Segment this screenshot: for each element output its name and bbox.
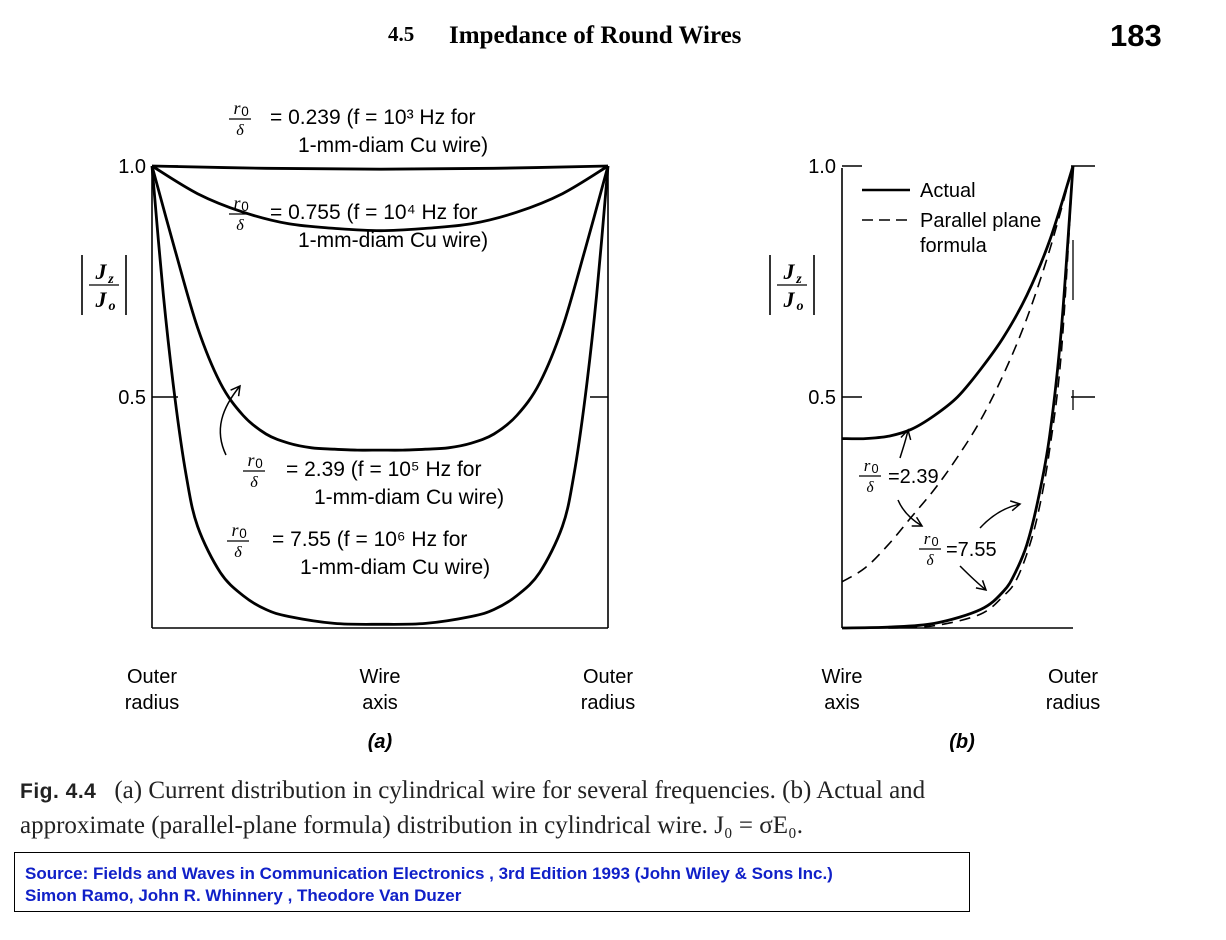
annotation-ratio-0: r 0 δ [859, 456, 881, 496]
curve-r239 [150, 165, 610, 452]
panel-label-a: (a) [368, 731, 393, 753]
curve-actual_239 [841, 165, 1075, 441]
source-box: Source: Fields and Waves in Communicatio… [14, 852, 970, 912]
svg-text:δ: δ [866, 479, 874, 496]
xlabel-1-0: Wire [359, 666, 400, 688]
xlabel-b-1-1: radius [1046, 692, 1100, 714]
label-r239-1: = 2.39 (f = 10⁵ Hz for [286, 458, 481, 481]
arrow-r239 [219, 384, 241, 456]
xlabel-b-0-0: Wire [821, 666, 862, 688]
svg-text:δ: δ [236, 121, 244, 139]
svg-text:0: 0 [239, 526, 247, 541]
xlabel-b-0-1: axis [824, 692, 860, 714]
svg-text:0: 0 [255, 456, 263, 471]
svg-text:J: J [783, 259, 796, 284]
legend: Actual Parallel plane formula [862, 180, 1041, 257]
legend-label-1-1: formula [920, 235, 988, 257]
annotation-text-0: =2.39 [888, 466, 939, 488]
ratio-r0755: r 0 δ [229, 193, 251, 234]
svg-text:0: 0 [931, 534, 938, 549]
svg-text:0: 0 [241, 104, 249, 119]
source-line-1: Source: Fields and Waves in Communicatio… [25, 864, 833, 883]
svg-text:r: r [233, 193, 241, 213]
xlabel-0-1: radius [125, 692, 179, 714]
legend-label-1-0: Parallel plane [920, 210, 1041, 232]
ytick-b-label-0: 1.0 [808, 156, 836, 178]
source-line-2: Simon Ramo, John R. Whinnery , Theodore … [25, 886, 462, 905]
curve-approx_239 [841, 165, 1074, 583]
xlabel-1-1: axis [362, 692, 398, 714]
label-r755-2: 1-mm-diam Cu wire) [300, 556, 490, 579]
ytick-b-label-1: 0.5 [808, 387, 836, 409]
curve-r755 [150, 165, 610, 626]
svg-text:z: z [107, 272, 114, 287]
xlabel-2-1: radius [581, 692, 635, 714]
xlabel-2-0: Outer [583, 666, 633, 688]
arrow-b-755-down [959, 565, 988, 592]
ratio-r755: r 0 δ [227, 520, 249, 561]
arrow-b-239-down [897, 499, 924, 527]
panel-a: 1.0 0.5 J zJ o Outer radius Wire axis Outer radius… [81, 98, 635, 753]
svg-text:o: o [109, 299, 116, 314]
figure-4-4: 1.00.5J zJ oOuterradiusWireaxisOuterradius… [81, 98, 1100, 753]
section-title: Impedance of Round Wires [449, 22, 742, 49]
curve-r0239 [151, 164, 609, 171]
svg-text:r: r [864, 456, 871, 475]
xlabel-b-1-0: Outer [1048, 666, 1098, 688]
figure-caption: Fig. 4.4 (a) Current distribution in cyli… [20, 774, 1172, 843]
svg-text:J: J [95, 259, 108, 284]
svg-text:δ: δ [926, 552, 934, 569]
arrow-b-239-up [899, 428, 912, 459]
label-r0755-2: 1-mm-diam Cu wire) [298, 229, 488, 252]
curve-approx_755 [888, 165, 1074, 629]
label-r0755-1: = 0.755 (f = 10⁴ Hz for [270, 201, 477, 224]
caption-line-2: approximate (parallel-plane formula) dis… [20, 812, 803, 839]
panel-label-b: (b) [949, 731, 975, 753]
svg-text:r: r [233, 98, 241, 118]
annotation-text-1: =7.55 [946, 539, 997, 561]
svg-text:o: o [797, 299, 804, 314]
curve-actual_755 [841, 165, 1075, 630]
svg-text:δ: δ [250, 473, 258, 491]
ytick-label-1: 0.5 [118, 387, 146, 409]
svg-text:J: J [95, 287, 108, 312]
figure-label: Fig. 4.4 [20, 780, 97, 803]
svg-text:δ: δ [234, 543, 242, 561]
label-r0239-2: 1-mm-diam Cu wire) [298, 134, 488, 157]
ytick-label-0: 1.0 [118, 156, 146, 178]
annotation-ratio-1: r 0 δ [919, 529, 941, 569]
label-r0239-1: = 0.239 (f = 10³ Hz for [270, 106, 475, 129]
svg-text:δ: δ [236, 216, 244, 234]
curve-r0755 [151, 164, 609, 233]
xlabel-0-0: Outer [127, 666, 177, 688]
svg-text:z: z [795, 272, 802, 287]
svg-text:J: J [783, 287, 796, 312]
page-number: 183 [1110, 18, 1162, 53]
label-r239-2: 1-mm-diam Cu wire) [314, 486, 504, 509]
svg-text:r: r [247, 450, 255, 470]
svg-text:r: r [924, 529, 931, 548]
svg-text:0: 0 [871, 461, 878, 476]
arrow-b-755-up [979, 500, 1022, 529]
ratio-r0239: r 0 δ [229, 98, 251, 139]
svg-text:0: 0 [241, 199, 249, 214]
caption-line-1: (a) Current distribution in cylindrical … [114, 777, 926, 804]
label-r755-1: = 7.55 (f = 10⁶ Hz for [272, 528, 467, 551]
ratio-r239: r 0 δ [243, 450, 265, 491]
section-number: 4.5 [388, 22, 415, 46]
svg-text:r: r [231, 520, 239, 540]
legend-label-0-0: Actual [920, 180, 976, 202]
